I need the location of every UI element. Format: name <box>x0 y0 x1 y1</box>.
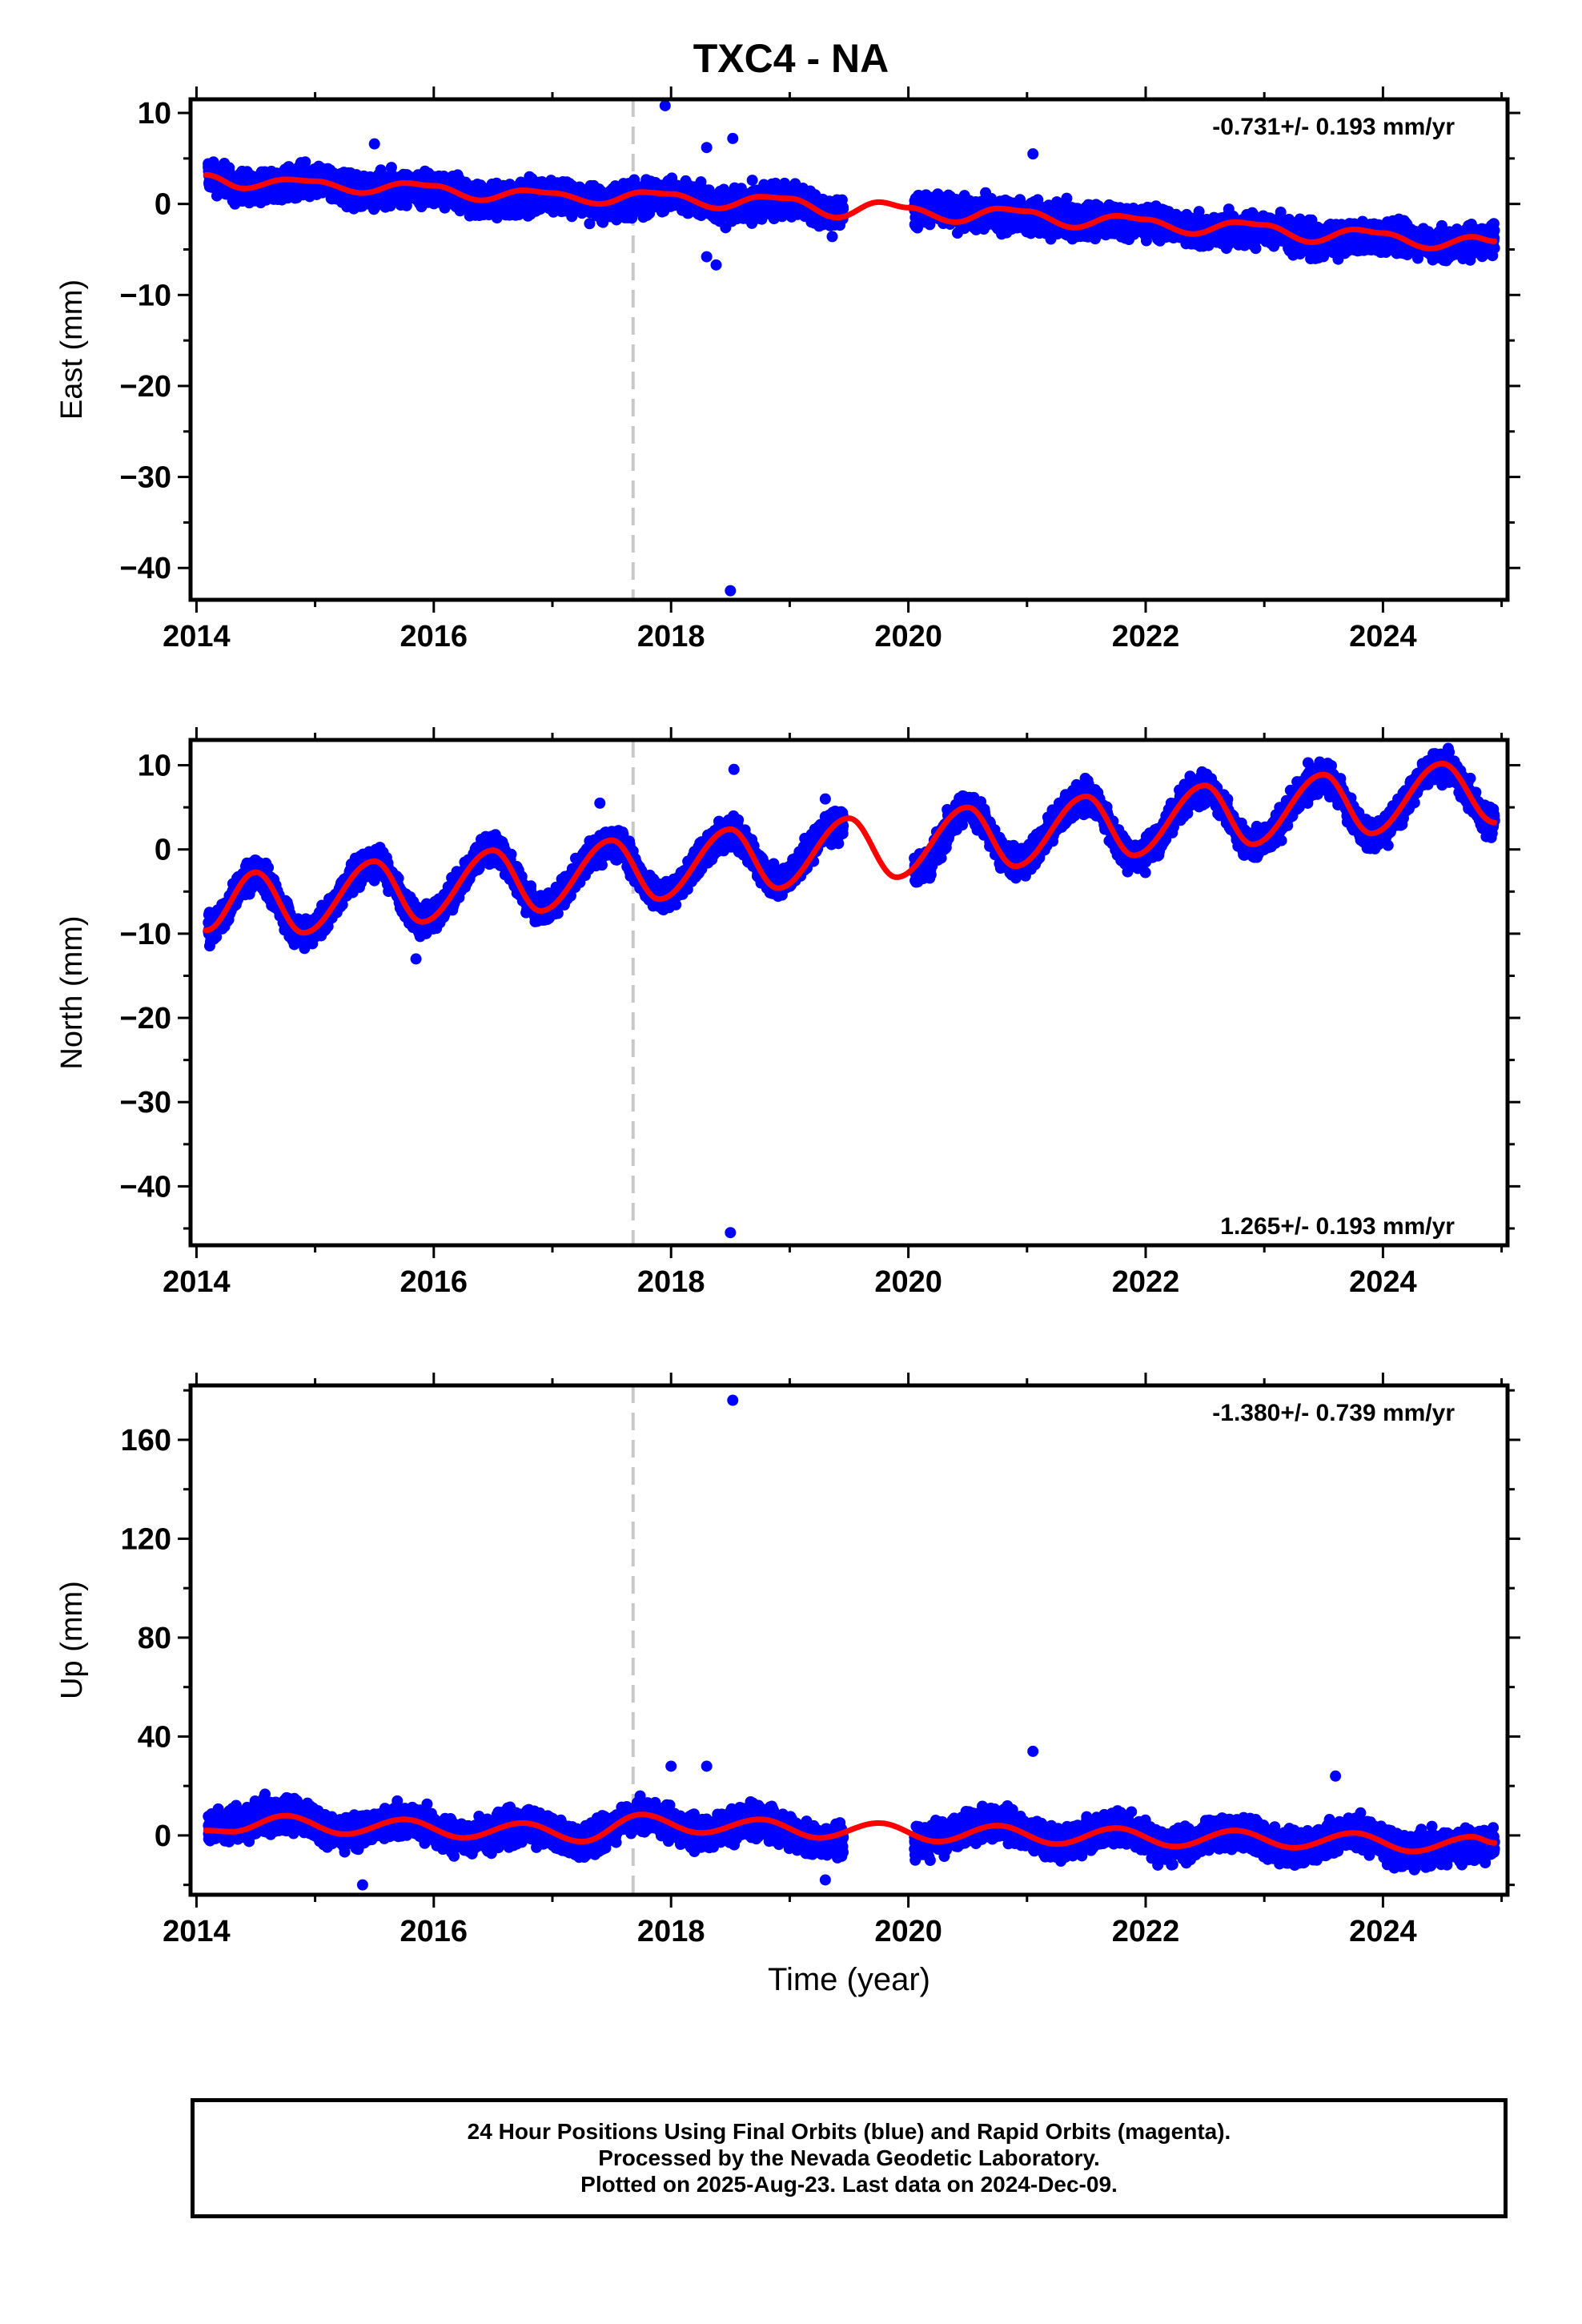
final-orbit-points <box>203 99 1500 597</box>
data-point <box>566 211 578 223</box>
data-point <box>746 175 758 187</box>
panel-east: 2014 2016 2018 2020 2022 2024100−10−20−30−40E… <box>55 86 1520 653</box>
plot-area <box>203 99 1500 600</box>
chart-title: TXC4 - NA <box>0 35 1582 82</box>
data-point <box>584 218 596 230</box>
data-point <box>299 156 311 168</box>
data-point <box>826 231 838 243</box>
